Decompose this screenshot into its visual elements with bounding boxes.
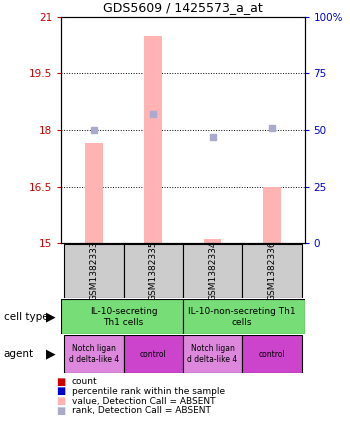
Title: GDS5609 / 1425573_a_at: GDS5609 / 1425573_a_at xyxy=(103,1,263,14)
Bar xyxy=(64,244,124,298)
Bar xyxy=(64,335,124,373)
Text: ■: ■ xyxy=(57,386,66,396)
Bar xyxy=(183,299,304,334)
Text: GSM1382335: GSM1382335 xyxy=(149,241,158,302)
Text: GSM1382336: GSM1382336 xyxy=(267,241,276,302)
Text: ■: ■ xyxy=(57,406,66,416)
Text: Notch ligan
d delta-like 4: Notch ligan d delta-like 4 xyxy=(69,344,119,364)
Bar xyxy=(124,244,183,298)
Text: ▶: ▶ xyxy=(46,310,56,323)
Text: control: control xyxy=(259,349,285,359)
Text: control: control xyxy=(140,349,167,359)
Text: rank, Detection Call = ABSENT: rank, Detection Call = ABSENT xyxy=(72,406,211,415)
Text: IL-10-secreting
Th1 cells: IL-10-secreting Th1 cells xyxy=(90,307,158,327)
Text: percentile rank within the sample: percentile rank within the sample xyxy=(72,387,225,396)
Text: ▶: ▶ xyxy=(46,348,56,360)
Bar xyxy=(242,244,302,298)
Bar xyxy=(183,335,242,373)
Bar xyxy=(242,335,302,373)
Bar xyxy=(124,335,183,373)
Text: GSM1382334: GSM1382334 xyxy=(208,241,217,302)
Text: cell type: cell type xyxy=(4,312,48,322)
Bar xyxy=(204,239,222,243)
Text: Notch ligan
d delta-like 4: Notch ligan d delta-like 4 xyxy=(187,344,238,364)
Text: ■: ■ xyxy=(57,376,66,387)
Bar xyxy=(263,187,281,243)
Text: GSM1382333: GSM1382333 xyxy=(89,241,98,302)
Text: IL-10-non-secreting Th1
cells: IL-10-non-secreting Th1 cells xyxy=(188,307,296,327)
Bar xyxy=(144,36,162,243)
Bar xyxy=(183,244,242,298)
Bar xyxy=(85,143,103,243)
Text: value, Detection Call = ABSENT: value, Detection Call = ABSENT xyxy=(72,396,215,406)
Text: count: count xyxy=(72,377,97,386)
Bar xyxy=(61,299,183,334)
Text: agent: agent xyxy=(4,349,34,359)
Text: ■: ■ xyxy=(57,396,66,406)
